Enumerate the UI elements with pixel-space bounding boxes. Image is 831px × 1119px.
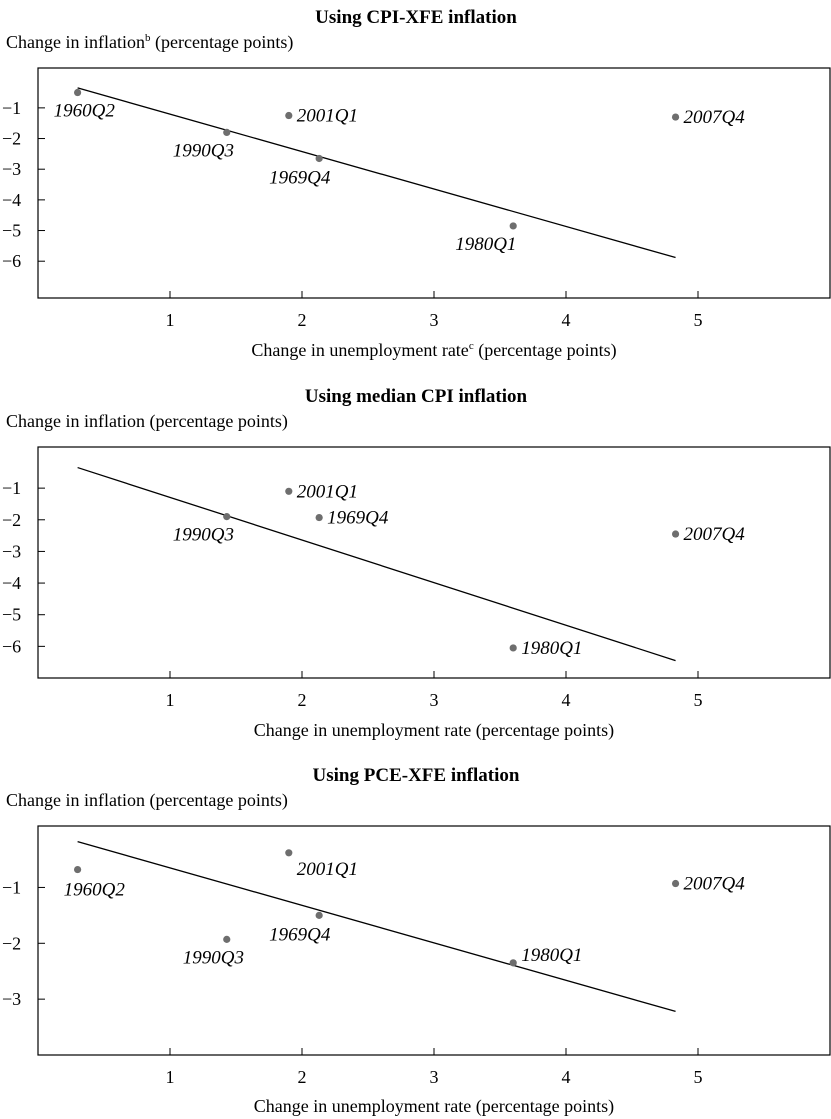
- plot-frame: [37, 825, 831, 1056]
- y-tick-label: −2: [2, 510, 21, 530]
- point-label: 1969Q4: [327, 508, 389, 529]
- chart-panel-2: Using median CPI inflation Change in infl…: [2, 386, 831, 741]
- x-tick-label: 4: [562, 310, 571, 330]
- data-point: [315, 513, 323, 522]
- point-label: 1960Q2: [64, 880, 126, 901]
- x-tick-label: 3: [430, 310, 439, 330]
- x-tick-label: 1: [166, 690, 175, 710]
- x-tick-label: 3: [430, 690, 439, 710]
- point-label: 1980Q1: [521, 945, 582, 966]
- plot-frame: [37, 446, 831, 679]
- point-label: 1990Q3: [173, 140, 234, 161]
- point-label: 2001Q1: [297, 481, 358, 502]
- x-tick-label: 1: [166, 310, 175, 330]
- chart-panel-1: Using CPI-XFE inflation Change in inflati…: [2, 7, 831, 361]
- point-label: 1990Q3: [173, 525, 234, 546]
- point-label: 2007Q4: [684, 107, 746, 128]
- y-tick-label: −4: [2, 190, 21, 210]
- x-tick-label: 2: [298, 690, 307, 710]
- x-tick-label: 4: [562, 690, 571, 710]
- y-axis-label: Change in inflationb (percentage points): [6, 32, 293, 53]
- y-tick-label: −6: [2, 251, 21, 271]
- y-tick-label: −6: [2, 636, 21, 656]
- x-tick-label: 5: [694, 310, 703, 330]
- data-point: [509, 959, 517, 967]
- data-point: [315, 154, 323, 163]
- point-label: 1980Q1: [455, 234, 516, 255]
- chart-title: Using median CPI inflation: [305, 386, 528, 407]
- plot-frame: [37, 67, 831, 299]
- x-tick-label: 3: [430, 1067, 439, 1087]
- x-axis-label: Change in unemployment rate (percentage …: [254, 720, 614, 741]
- data-point: [223, 513, 231, 521]
- y-tick-label: −1: [2, 98, 21, 118]
- data-point: [74, 865, 82, 874]
- fit-line: [77, 87, 676, 259]
- x-tick-label: 4: [562, 1067, 571, 1087]
- y-tick-label: −1: [2, 877, 21, 897]
- data-point: [509, 222, 517, 230]
- point-label: 2007Q4: [684, 524, 746, 545]
- y-tick-label: −3: [2, 159, 21, 179]
- fit-line: [77, 841, 676, 1013]
- point-label: 2007Q4: [684, 874, 746, 895]
- chart-title: Using PCE-XFE inflation: [313, 765, 520, 786]
- x-axis-label: Change in unemployment ratec (percentage…: [251, 340, 616, 361]
- y-tick-label: −3: [2, 541, 21, 561]
- data-point: [285, 849, 293, 857]
- data-point: [285, 487, 293, 495]
- point-label: 1969Q4: [269, 167, 331, 188]
- point-label: 1960Q2: [54, 101, 116, 122]
- point-label: 2001Q1: [297, 859, 358, 880]
- y-axis-label: Change in inflation (percentage points): [6, 411, 288, 432]
- x-tick-label: 5: [694, 690, 703, 710]
- data-point: [223, 935, 231, 943]
- chart-panel-3: Using PCE-XFE inflation Change in inflati…: [2, 765, 831, 1117]
- point-label: 1990Q3: [183, 947, 244, 968]
- data-point: [671, 113, 680, 121]
- y-tick-label: −1: [2, 478, 21, 498]
- fit-line: [77, 466, 676, 662]
- y-tick-label: −5: [2, 605, 21, 625]
- data-point: [315, 911, 323, 919]
- point-label: 1969Q4: [269, 924, 331, 945]
- x-tick-label: 5: [694, 1067, 703, 1087]
- data-point: [74, 88, 82, 97]
- chart-title: Using CPI-XFE inflation: [315, 7, 517, 28]
- y-tick-label: −2: [2, 129, 21, 149]
- y-tick-label: −4: [2, 573, 21, 593]
- y-tick-label: −3: [2, 989, 21, 1009]
- point-label: 1980Q1: [521, 638, 582, 659]
- x-axis-label: Change in unemployment rate (percentage …: [254, 1096, 614, 1117]
- data-point: [509, 644, 517, 652]
- y-tick-label: −5: [2, 221, 21, 241]
- data-point: [671, 879, 680, 888]
- x-tick-label: 1: [166, 1067, 175, 1087]
- x-tick-label: 2: [298, 1067, 307, 1087]
- y-tick-label: −2: [2, 933, 21, 953]
- y-axis-label: Change in inflation (percentage points): [6, 790, 288, 811]
- data-point: [671, 530, 680, 538]
- point-label: 2001Q1: [297, 106, 358, 127]
- data-point: [223, 128, 231, 136]
- data-point: [285, 111, 293, 120]
- x-tick-label: 2: [298, 310, 307, 330]
